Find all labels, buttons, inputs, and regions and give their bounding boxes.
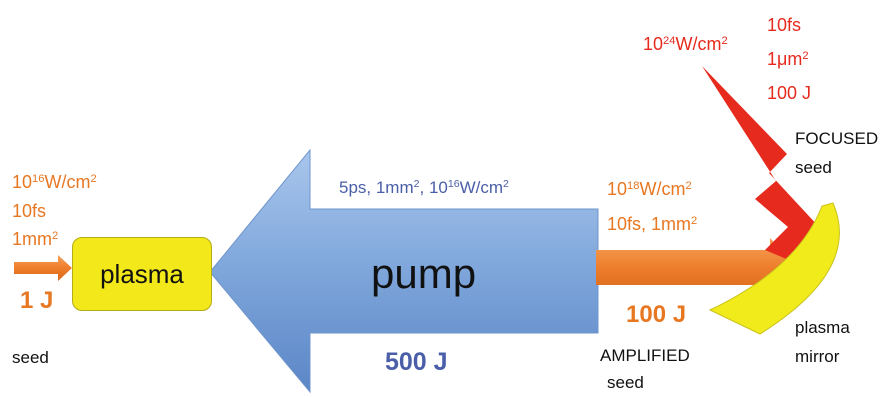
pump-energy: 500 J — [385, 348, 448, 376]
amplified-intensity: 1018W/cm2 — [607, 179, 692, 199]
seed-input-duration: 10fs — [12, 201, 47, 221]
amplified-energy: 100 J — [626, 301, 687, 328]
pump-label: pump — [371, 250, 477, 297]
amplified-label-line2: seed — [607, 373, 644, 392]
seed-input-energy: 1 J — [20, 287, 54, 314]
mirror-label-line2: mirror — [795, 347, 840, 366]
focused-beam-bolt — [702, 66, 820, 268]
plasma-mirror-shape — [708, 202, 840, 335]
pump-arrow — [209, 148, 599, 394]
plasma-box-label: plasma — [100, 258, 184, 289]
amplified-label-line1: AMPLIFIED — [600, 346, 690, 365]
focused-duration: 10fs — [767, 15, 802, 35]
amplified-duration-area: 10fs, 1mm2 — [607, 214, 698, 234]
focused-label-line1: FOCUSED — [795, 129, 879, 148]
mirror-label-line1: plasma — [795, 318, 850, 337]
focused-energy: 100 J — [767, 83, 812, 103]
amplified-arrow — [596, 238, 798, 297]
focused-intensity: 1024W/cm2 — [643, 34, 728, 54]
seed-input-intensity: 1016W/cm2 — [12, 172, 97, 192]
pump-parameters: 5ps, 1mm2, 1016W/cm2 — [339, 178, 509, 197]
seed-input-label: seed — [12, 348, 49, 367]
focused-area: 1μm2 — [767, 49, 809, 69]
seed-input-arrow — [14, 255, 72, 281]
seed-input-area: 1mm2 — [12, 229, 59, 249]
focused-label-line2: seed — [795, 158, 832, 177]
plasma-box: plasma — [72, 237, 212, 311]
